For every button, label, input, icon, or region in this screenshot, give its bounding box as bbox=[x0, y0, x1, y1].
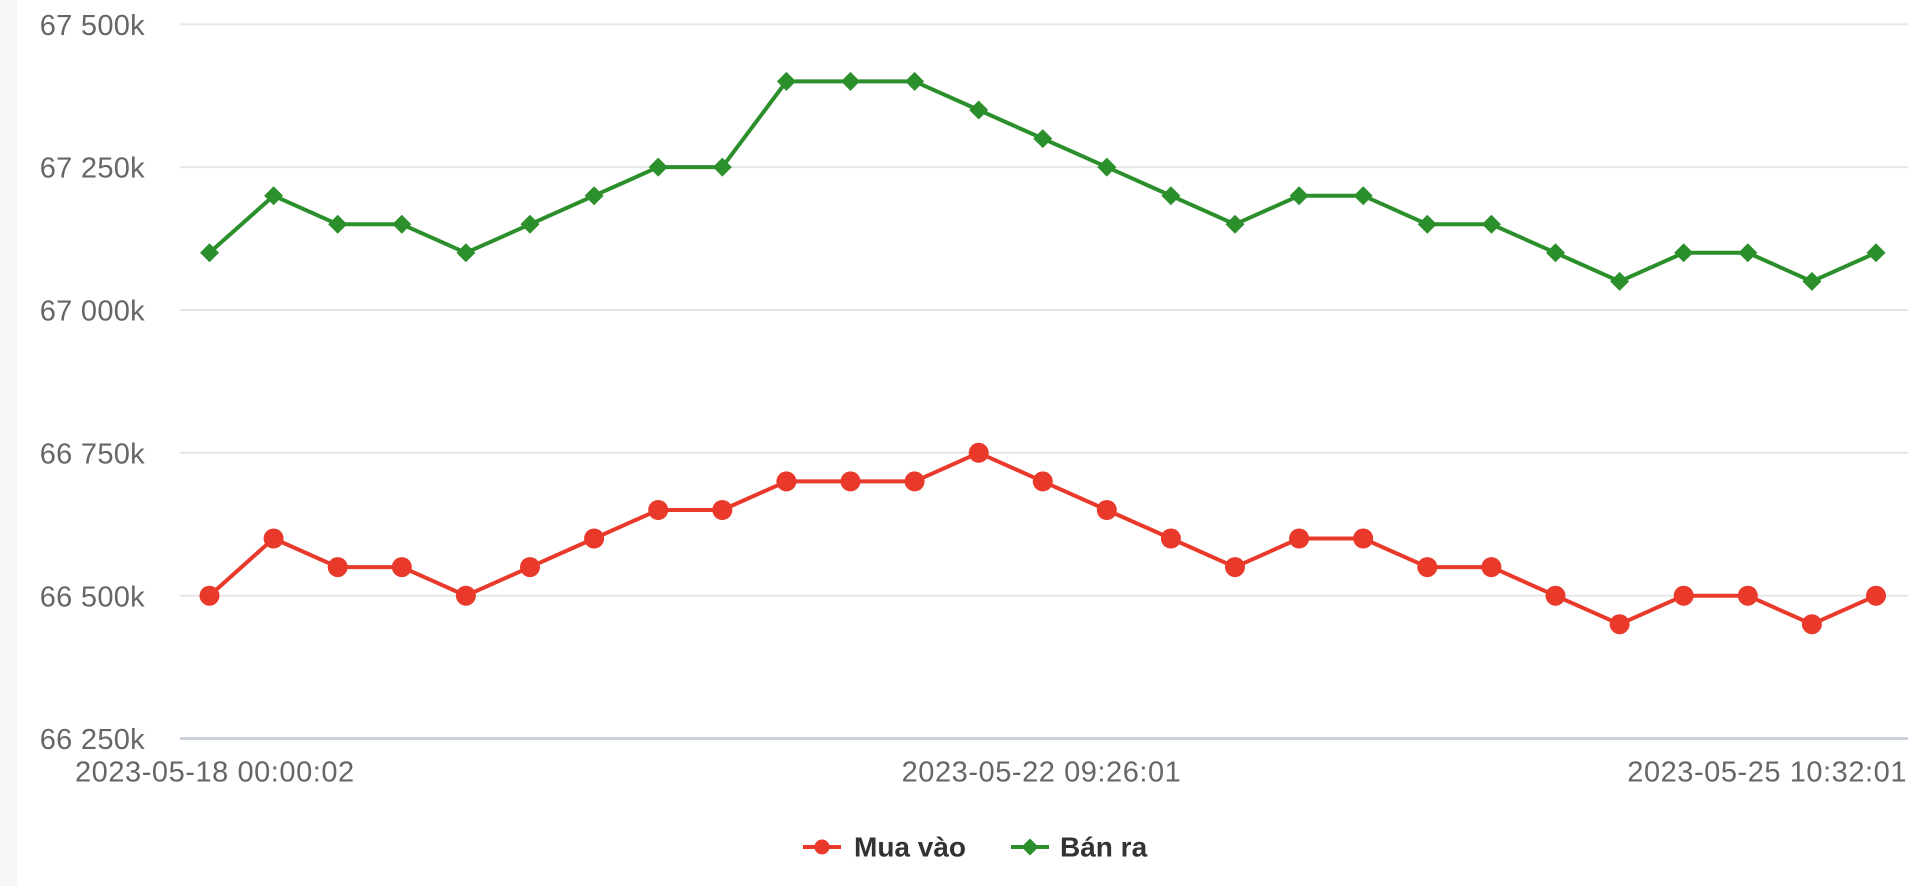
svg-text:66 500k: 66 500k bbox=[40, 581, 145, 613]
svg-text:2023-05-25 10:32:01: 2023-05-25 10:32:01 bbox=[1627, 757, 1907, 789]
svg-text:67 500k: 67 500k bbox=[40, 10, 145, 42]
svg-text:66 250k: 66 250k bbox=[40, 724, 145, 756]
svg-text:2023-05-22 09:26:01: 2023-05-22 09:26:01 bbox=[902, 757, 1182, 789]
svg-text:Mua vào: Mua vào bbox=[854, 832, 966, 863]
svg-text:66 750k: 66 750k bbox=[40, 438, 145, 470]
svg-text:67 000k: 67 000k bbox=[40, 296, 145, 328]
svg-text:2023-05-18 00:00:02: 2023-05-18 00:00:02 bbox=[75, 757, 355, 789]
svg-text:67 250k: 67 250k bbox=[40, 153, 145, 185]
svg-text:Bán ra: Bán ra bbox=[1060, 832, 1148, 863]
